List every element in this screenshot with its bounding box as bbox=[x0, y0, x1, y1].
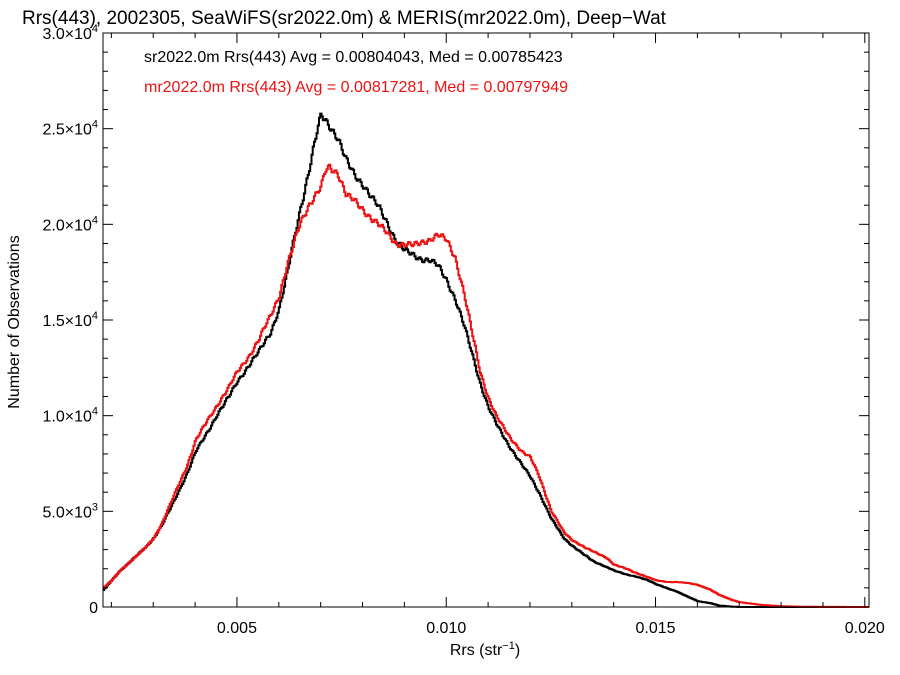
legend-entry-mr2022: mr2022.0m Rrs(443) Avg = 0.00817281, Med… bbox=[144, 79, 568, 96]
y-tick-label: 0 bbox=[89, 600, 98, 617]
x-axis-label: Rrs (str−1) bbox=[450, 640, 520, 659]
x-tick-label: 0.020 bbox=[845, 620, 885, 637]
series-line-2 bbox=[103, 163, 869, 608]
ticks-layer: 0.005 0.010 0.015 0.020 0 5.0×103 1.0×104 1.5×1… bbox=[42, 23, 884, 637]
series-line-1 bbox=[103, 112, 869, 608]
y-tick-label: 5.0×103 bbox=[42, 501, 98, 521]
x-tick-label: 0.010 bbox=[426, 620, 466, 637]
y-tick-label: 1.5×104 bbox=[42, 310, 98, 330]
y-tick-label: 1.0×104 bbox=[42, 406, 98, 426]
legend-entry-sr2022: sr2022.0m Rrs(443) Avg = 0.00804043, Med… bbox=[144, 49, 563, 66]
x-tick-label: 0.015 bbox=[636, 620, 676, 637]
series-layer bbox=[103, 112, 869, 608]
y-tick-label: 2.0×104 bbox=[42, 214, 98, 234]
y-axis-label: Number of Observations bbox=[6, 235, 23, 408]
chart-title: Rrs(443), 2002305, SeaWiFS(sr2022.0m) & … bbox=[22, 8, 667, 29]
y-tick-label: 3.0×104 bbox=[42, 23, 98, 43]
x-tick-label: 0.005 bbox=[217, 620, 257, 637]
y-tick-label: 2.5×104 bbox=[42, 119, 98, 139]
plot-frame bbox=[102, 32, 870, 608]
